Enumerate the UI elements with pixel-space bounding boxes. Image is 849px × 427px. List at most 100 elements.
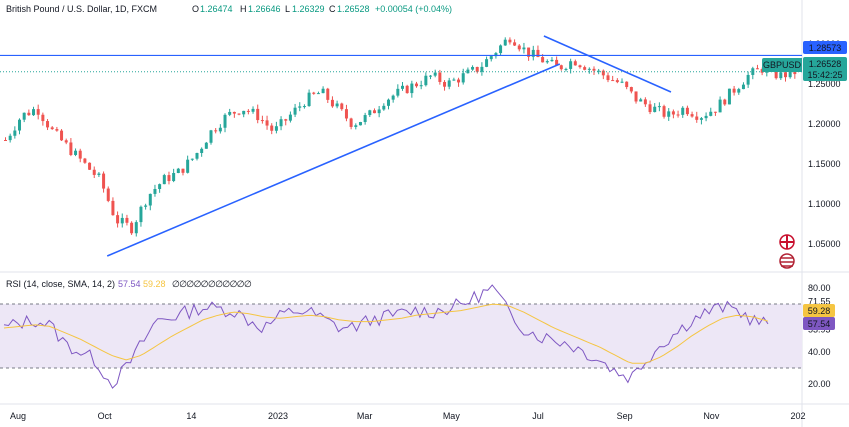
candle-body	[116, 215, 120, 224]
rsi-placeholder: ∅	[244, 279, 252, 289]
gbp-flag-icon[interactable]	[779, 234, 795, 250]
time-tick-label: Oct	[98, 411, 113, 421]
candle-body	[625, 81, 629, 88]
candle-body	[564, 68, 568, 70]
rsi-sma-label: 59.28	[803, 304, 835, 317]
rsi-value-label: 57.54	[803, 317, 835, 330]
candle-body	[97, 173, 101, 175]
candle-body	[727, 88, 731, 105]
candle-body	[298, 106, 302, 108]
candle-body	[251, 108, 255, 112]
candle-body	[302, 106, 306, 108]
candle-body	[494, 53, 498, 57]
svg-text:59.28: 59.28	[808, 306, 831, 316]
candle-body	[550, 59, 554, 62]
candle-body	[13, 130, 17, 136]
candle-body	[657, 106, 661, 108]
candle-body	[372, 110, 376, 114]
candle-body	[130, 222, 134, 234]
candle-body	[671, 111, 675, 115]
usd-flag-icon[interactable]	[779, 253, 795, 269]
candle-body	[279, 119, 283, 127]
price-tick-label: 1.20000	[808, 119, 841, 129]
candle-body	[685, 107, 689, 115]
candle-body	[307, 92, 311, 107]
candle-body	[354, 125, 358, 127]
candle-body	[358, 122, 362, 126]
candle-body	[779, 72, 783, 79]
candle-body	[396, 88, 400, 96]
candle-body	[653, 106, 657, 113]
candle-body	[541, 57, 545, 63]
candle-body	[335, 103, 339, 107]
candle-body	[256, 108, 260, 121]
candle-body	[218, 127, 222, 132]
candle-body	[246, 110, 250, 112]
candle-body	[751, 68, 755, 75]
candle-body	[741, 84, 745, 90]
candle-body	[755, 68, 759, 70]
svg-text:57.54: 57.54	[808, 319, 831, 329]
rsi-placeholder: ∅	[179, 279, 187, 289]
candle-body	[144, 205, 148, 207]
candle-body	[92, 169, 96, 175]
candle-body	[704, 115, 708, 119]
rsi-tick-label: 20.00	[808, 379, 831, 389]
time-tick-label: Jul	[532, 411, 544, 421]
candle-body	[60, 130, 64, 141]
open-label: O	[192, 4, 199, 14]
candle-body	[573, 61, 577, 66]
candle-body	[536, 49, 540, 58]
candle-body	[713, 111, 717, 113]
time-tick-label: 202	[790, 411, 805, 421]
time-axis[interactable]: Aug Oct 14 2023 Mar May Jul Sep Nov 202	[10, 411, 806, 421]
svg-text:1.28573: 1.28573	[809, 43, 842, 53]
candle-body	[27, 112, 31, 116]
falling-trendline[interactable]	[543, 35, 672, 93]
candle-body	[69, 142, 73, 155]
candle-body	[461, 73, 465, 83]
candle-body	[676, 114, 680, 116]
candle-body	[288, 114, 292, 121]
candle-body	[74, 150, 78, 155]
rsi-placeholder: ∅	[201, 279, 209, 289]
candle-body	[46, 121, 50, 128]
candle-body	[270, 125, 274, 131]
candle-body	[480, 66, 484, 72]
rsi-header-sma: 59.28	[143, 279, 166, 289]
candle-body	[606, 75, 610, 81]
candle-body	[32, 109, 36, 116]
price-tick-label: 1.10000	[808, 199, 841, 209]
rsi-placeholder: ∅	[222, 279, 230, 289]
candle-body	[88, 162, 92, 170]
candle-body	[681, 107, 685, 115]
candle-body	[22, 112, 26, 120]
candle-body	[228, 111, 232, 115]
candle-body	[611, 80, 615, 82]
candle-body	[489, 56, 493, 60]
candle-body	[615, 80, 619, 83]
high-value: 1.26646	[248, 4, 281, 14]
candle-body	[662, 106, 666, 117]
candle-body	[634, 91, 638, 102]
candle-body	[106, 188, 110, 201]
symbol-tag: GBPUSD	[763, 60, 802, 70]
candle-body	[522, 47, 526, 50]
rsi-tick-label: 71.55	[808, 297, 831, 307]
time-tick-label: 14	[186, 411, 196, 421]
symbol-title: British Pound / U.S. Dollar, 1D, FXCM	[6, 4, 157, 14]
candle-body	[443, 81, 447, 87]
candle-body	[447, 80, 451, 87]
candle-body	[410, 83, 414, 94]
candle-body	[597, 70, 601, 72]
candle-body	[592, 68, 596, 71]
candle-body	[527, 47, 531, 57]
candle-body	[36, 109, 40, 115]
time-tick-label: Mar	[357, 411, 373, 421]
last-price-label: GBPUSD 1.26528 15:42:25	[762, 57, 847, 81]
price-tick-label: 1.15000	[808, 159, 841, 169]
rsi-placeholder: ∅	[230, 279, 238, 289]
rising-trendline[interactable]	[106, 63, 561, 257]
candle-body	[737, 89, 741, 93]
open-value: 1.26474	[200, 4, 233, 14]
